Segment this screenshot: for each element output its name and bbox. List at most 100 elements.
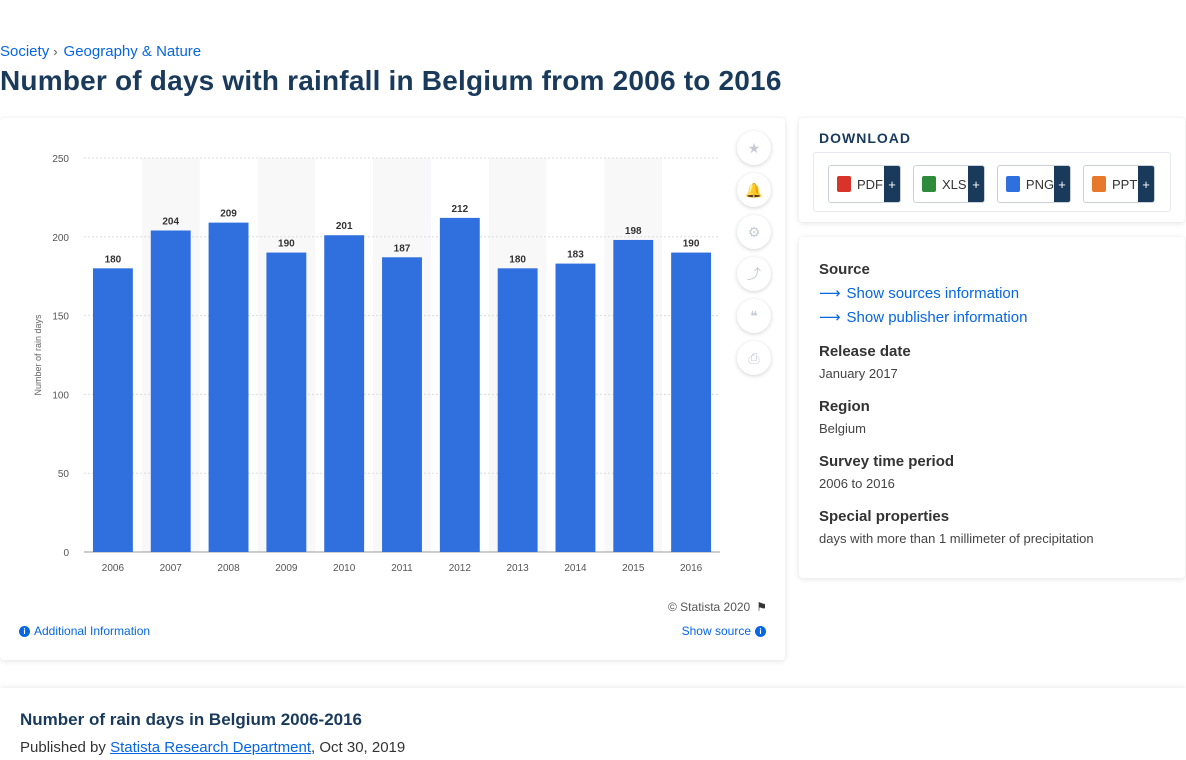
data-label: 187 (394, 243, 411, 254)
data-label: 180 (509, 254, 526, 265)
bar-2015 (613, 239, 654, 552)
data-label: 180 (105, 254, 122, 265)
y-tick-label: 200 (52, 233, 69, 244)
description-panel: Number of rain days in Belgium 2006-2016… (0, 688, 1186, 760)
description-title: Number of rain days in Belgium 2006-2016 (20, 710, 363, 729)
data-label: 183 (567, 250, 584, 261)
download-label: PNG (1025, 176, 1055, 192)
show-source-link[interactable]: Show source i (682, 624, 766, 638)
region-label: Region (819, 398, 870, 415)
show-publisher-link[interactable]: ⟶ Show publisher information (819, 308, 1028, 327)
data-label: 201 (336, 221, 353, 232)
show-sources-label: Show sources information (846, 284, 1020, 302)
additional-information-label: Additional Information (34, 624, 151, 638)
xls-file-icon (922, 176, 936, 192)
bar-2014 (555, 263, 596, 552)
bar-2010 (324, 235, 365, 552)
page-title: Number of days with rainfall in Belgium … (0, 65, 782, 96)
published-by-prefix: Published by (20, 739, 106, 756)
plus-icon: + (1138, 166, 1154, 202)
bell-button[interactable]: 🔔 (737, 173, 771, 207)
bar-chart: 0 50 100 150 200 250 Number of rain days 180 200… (33, 154, 720, 574)
download-buttons: PDF + XLS + PNG + PPT + (813, 152, 1171, 212)
bar-2012 (439, 217, 480, 552)
info-icon: i (755, 625, 766, 637)
show-sources-link[interactable]: ⟶ Show sources information (819, 284, 1020, 303)
breadcrumb: Society › Geography & Nature (0, 43, 201, 60)
source-label: Source (819, 261, 870, 278)
arrow-right-icon: ⟶ (819, 285, 841, 302)
gear-icon: ⚙ (747, 223, 761, 240)
show-publisher-label: Show publisher information (846, 308, 1028, 326)
download-pdf-button[interactable]: PDF + (828, 165, 901, 203)
bar-2011 (382, 257, 422, 552)
x-tick-label: 2016 (680, 563, 703, 574)
region-value: Belgium (819, 421, 866, 436)
breadcrumb-geography[interactable]: Geography & Nature (63, 43, 202, 60)
x-tick-label: 2012 (449, 563, 472, 574)
x-tick-label: 2011 (391, 563, 413, 574)
download-png-button[interactable]: PNG + (997, 165, 1071, 203)
bar-2007 (150, 230, 191, 552)
quote-icon: ❝ (750, 307, 758, 324)
print-button[interactable]: ⎙ (737, 341, 771, 375)
plus-icon: + (968, 166, 984, 202)
x-tick-label: 2009 (275, 563, 298, 574)
bar-2008 (208, 222, 249, 552)
gear-button[interactable]: ⚙ (737, 215, 771, 249)
plus-icon: + (1054, 166, 1070, 202)
pdf-file-icon (837, 176, 851, 192)
bell-icon: 🔔 (745, 181, 763, 198)
data-label: 198 (625, 226, 642, 237)
publisher-link[interactable]: Statista Research Department (110, 739, 312, 756)
png-file-icon (1006, 176, 1020, 192)
share-icon: ⤴ (747, 266, 761, 282)
bar-2006 (92, 268, 133, 552)
download-label: XLS (942, 176, 967, 192)
survey-period-value: 2006 to 2016 (819, 476, 895, 491)
y-tick-label: 50 (58, 469, 70, 480)
x-tick-label: 2008 (217, 563, 240, 574)
download-panel: DOWNLOAD PDF + XLS + PNG + PPT + (799, 118, 1185, 222)
star-button[interactable]: ★ (737, 131, 771, 165)
survey-period-label: Survey time period (819, 453, 955, 470)
download-xls-button[interactable]: XLS + (913, 165, 985, 203)
share-button[interactable]: ⤴ (737, 257, 771, 291)
published-by: Published by Statista Research Departmen… (20, 739, 405, 756)
data-label: 190 (683, 239, 700, 250)
download-ppt-button[interactable]: PPT + (1083, 165, 1155, 203)
special-properties-label: Special properties (819, 508, 950, 525)
data-label: 204 (162, 216, 179, 227)
statistic-details-panel: Source ⟶ Show sources information ⟶ Show… (799, 237, 1185, 578)
copyright-text: © Statista 2020 (668, 600, 751, 614)
chart-toolbar: ★ 🔔 ⚙ ⤴ ❝ ⎙ (737, 131, 771, 383)
published-date: , Oct 30, 2019 (311, 739, 406, 756)
download-label: PPT (1112, 176, 1138, 192)
release-date-value: January 2017 (819, 366, 898, 381)
chart-panel: 0 50 100 150 200 250 Number of rain days 180 200… (0, 118, 785, 660)
y-tick-label: 150 (52, 312, 69, 323)
quote-button[interactable]: ❝ (737, 299, 771, 333)
flag-icon[interactable]: ⚑ (756, 600, 767, 614)
y-axis-label: Number of rain days (33, 314, 43, 396)
star-icon: ★ (747, 139, 761, 156)
x-tick-label: 2007 (160, 563, 183, 574)
special-properties-value: days with more than 1 millimeter of prec… (819, 531, 1094, 546)
data-label: 190 (278, 239, 295, 250)
additional-information-link[interactable]: i Additional Information (19, 624, 150, 638)
show-source-label: Show source (681, 624, 751, 638)
y-tick-label: 0 (63, 548, 69, 559)
bar-2013 (497, 268, 538, 552)
breadcrumb-society[interactable]: Society (0, 43, 50, 60)
data-label: 212 (451, 204, 468, 215)
x-tick-label: 2010 (333, 563, 356, 574)
y-tick-label: 250 (52, 154, 69, 165)
chevron-right-icon: › (53, 44, 58, 59)
data-label: 209 (220, 209, 237, 220)
bar-2016 (671, 252, 712, 552)
download-title: DOWNLOAD (819, 130, 911, 146)
download-label: PDF (857, 176, 883, 192)
ppt-file-icon (1092, 176, 1106, 192)
x-tick-label: 2013 (507, 563, 530, 574)
arrow-right-icon: ⟶ (819, 309, 841, 326)
